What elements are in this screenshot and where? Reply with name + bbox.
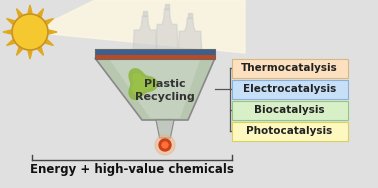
Polygon shape <box>45 40 53 45</box>
Circle shape <box>159 139 171 151</box>
Polygon shape <box>156 120 174 138</box>
Bar <box>95 49 215 55</box>
Polygon shape <box>49 30 57 34</box>
Polygon shape <box>132 73 153 95</box>
Circle shape <box>162 142 168 148</box>
Polygon shape <box>129 68 158 100</box>
Polygon shape <box>30 0 245 53</box>
Text: Plastic
Recycling: Plastic Recycling <box>135 79 194 102</box>
Polygon shape <box>28 5 32 13</box>
Polygon shape <box>95 58 215 120</box>
Polygon shape <box>3 30 11 34</box>
Text: Thermocatalysis: Thermocatalysis <box>241 63 338 73</box>
Polygon shape <box>133 16 157 56</box>
Polygon shape <box>7 40 15 45</box>
Text: Energy + high-value chemicals: Energy + high-value chemicals <box>30 164 234 177</box>
Polygon shape <box>187 13 192 18</box>
Polygon shape <box>165 4 169 9</box>
Text: Electrocatalysis: Electrocatalysis <box>243 84 336 94</box>
Bar <box>95 49 215 59</box>
Polygon shape <box>38 9 43 17</box>
FancyBboxPatch shape <box>231 80 347 99</box>
Polygon shape <box>17 47 22 55</box>
Polygon shape <box>38 47 43 55</box>
Polygon shape <box>45 18 53 24</box>
Polygon shape <box>110 60 200 118</box>
Text: Biocatalysis: Biocatalysis <box>254 105 325 115</box>
Polygon shape <box>178 18 202 56</box>
FancyBboxPatch shape <box>231 58 347 77</box>
Polygon shape <box>17 9 22 17</box>
FancyBboxPatch shape <box>231 121 347 140</box>
Polygon shape <box>28 51 32 59</box>
Text: Photocatalysis: Photocatalysis <box>246 126 333 136</box>
Polygon shape <box>7 18 15 24</box>
Polygon shape <box>143 11 147 16</box>
Bar <box>95 55 215 59</box>
FancyBboxPatch shape <box>231 101 347 120</box>
Circle shape <box>155 135 175 155</box>
Circle shape <box>12 14 48 50</box>
Polygon shape <box>156 9 178 53</box>
